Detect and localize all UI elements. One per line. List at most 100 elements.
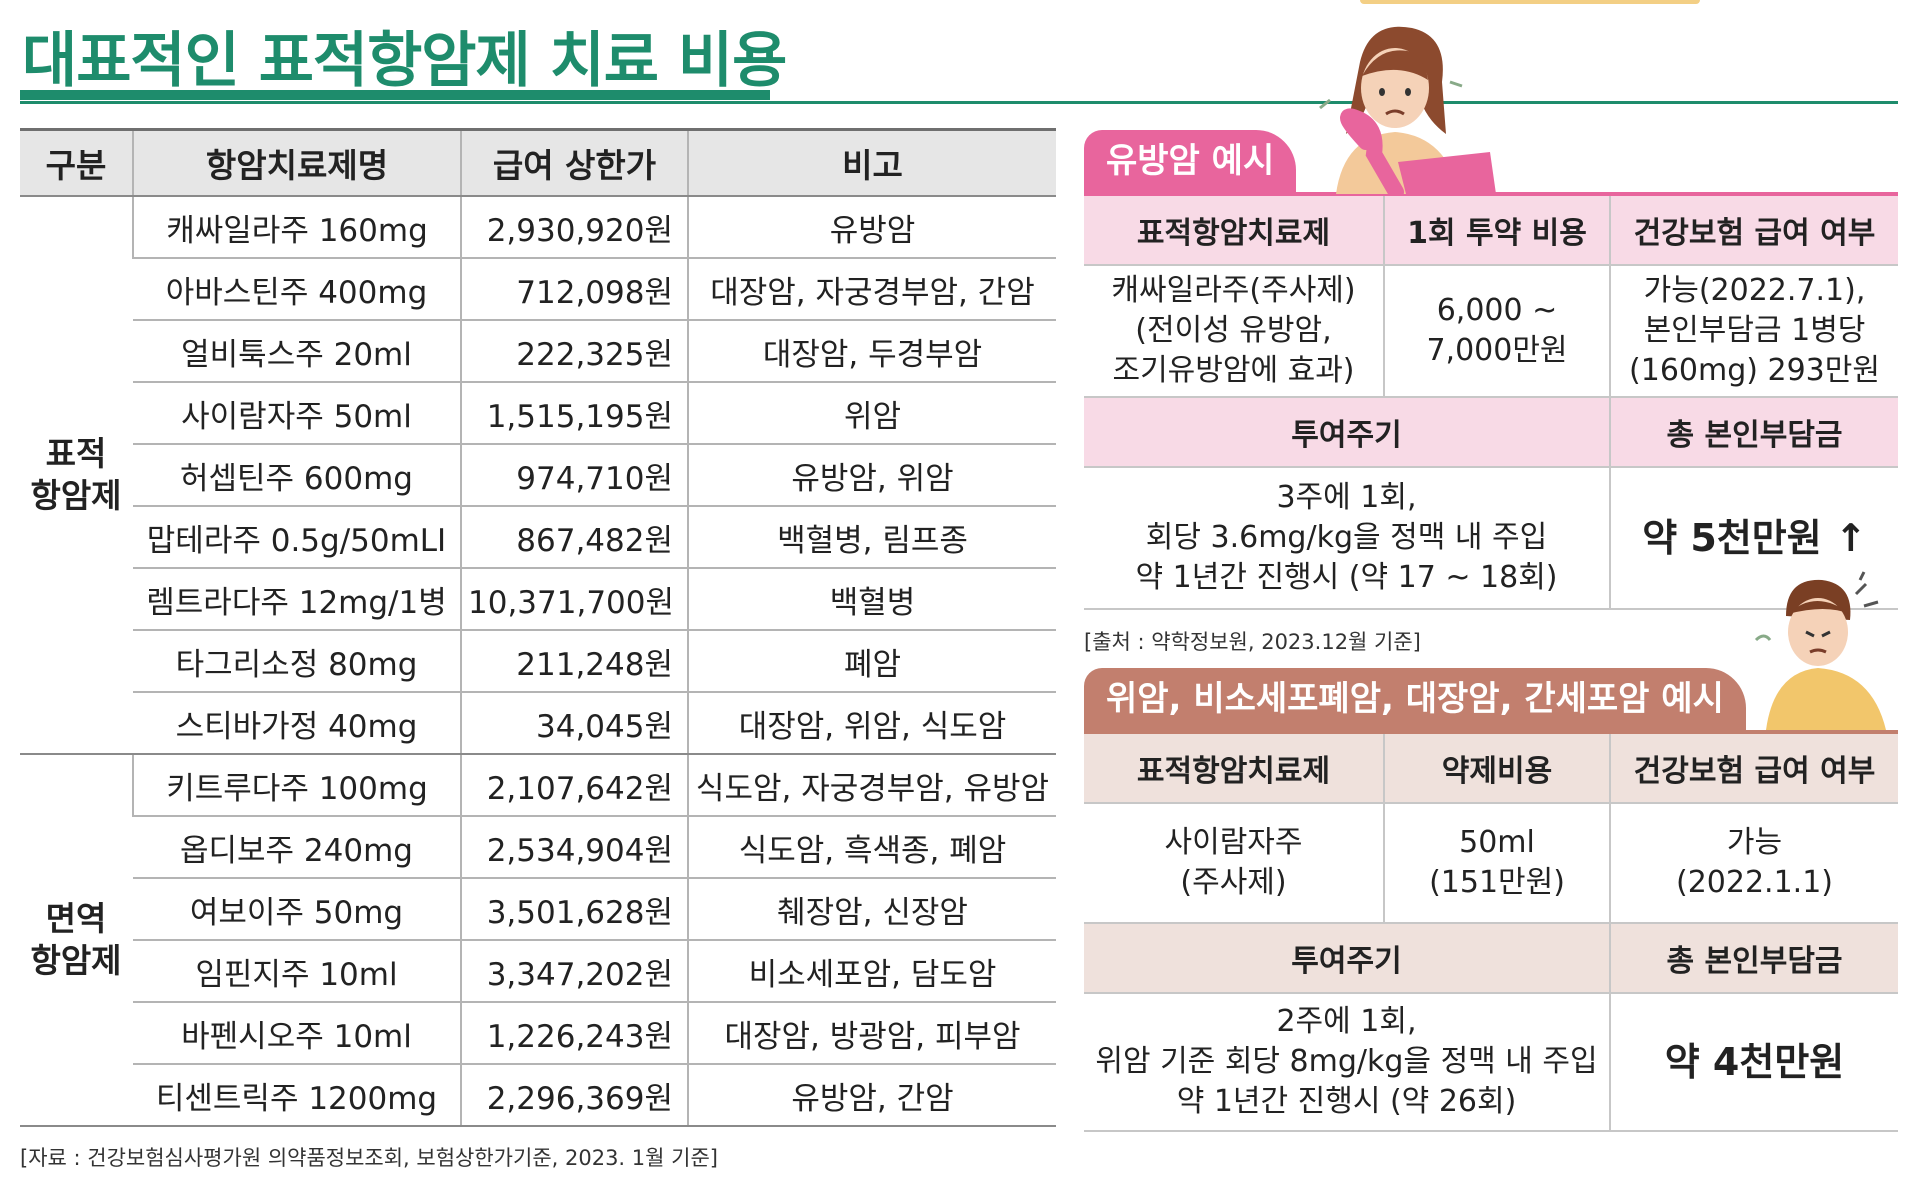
note: 백혈병 [687,568,1056,631]
header-dose-cost: 1회 투약 비용 [1383,194,1610,265]
note: 유방암 [687,196,1056,259]
price-cap: 1,226,243원 [460,1002,688,1065]
table-row: 렘트라다주 12mg/1병 10,371,700원 백혈병 [20,568,1056,631]
drug-name: 임핀지주 10ml [133,940,461,1003]
table-row: 타그리소정 80mg 211,248원 폐암 [20,630,1056,693]
drug-name: 허셉틴주 600mg [133,444,461,507]
header-coverage: 건강보험 급여 여부 [1609,194,1898,265]
header-drug-name: 항암치료제명 [132,128,461,197]
price-cap: 2,107,642원 [460,754,688,817]
price-cap: 974,710원 [460,444,688,507]
table-row: 표적 항암제 캐싸일라주 160mg 2,930,920원 유방암 [20,196,1056,755]
header-category: 구분 [20,128,133,197]
source-footnote: [자료 : 건강보험심사평가원 의약품정보조회, 보험상한가기준, 2023. … [20,1146,718,1170]
drug-name: 사이람자주 50ml [133,382,461,445]
note: 비소세포암, 담도암 [687,940,1056,1003]
gastric-cancer-tag: 위암, 비소세포폐암, 대장암, 간세포암 예시 [1084,668,1746,730]
note: 위암 [687,382,1056,445]
header-total: 총 본인부담금 [1609,923,1898,993]
price-cap: 2,534,904원 [460,816,688,879]
man-in-pain-illustration [1754,571,1886,730]
breast-cancer-tag: 유방암 예시 [1084,130,1297,192]
price-cap: 211,248원 [460,630,688,693]
header-cycle: 투여주기 [1084,923,1610,993]
drug-cell: 캐싸일라주(주사제) (전이성 유방암, 조기유방암에 효과) [1111,273,1356,388]
cycle-cell: 2주에 1회, 위암 기준 회당 8mg/kg을 정맥 내 주입 약 1년간 진… [1095,1004,1598,1119]
source-footnote-right: [출처 : 약학정보원, 2023.12월 기준] [1084,630,1421,654]
drug-name: 바펜시오주 10ml [133,1002,461,1065]
drug-name: 여보이주 50mg [133,878,461,941]
drug-name: 렘트라다주 12mg/1병 [133,568,461,631]
drug-price-table: 구분 항암치료제명 급여 상한가 비고 표적 항암제 캐싸일라주 160mg 2… [20,128,1056,1127]
breast-cancer-table: 표적항암치료제 1회 투약 비용 건강보험 급여 여부 캐싸일라주(주사제) (… [1084,192,1898,610]
note: 유방암, 위암 [687,444,1056,507]
price-cap: 3,501,628원 [460,878,688,941]
group-targeted: 표적 항암제 [20,196,133,755]
note: 대장암, 위암, 식도암 [687,692,1056,755]
header-coverage: 건강보험 급여 여부 [1609,732,1898,803]
coverage-cell: 가능(2022.7.1), 본인부담금 1병당 (160mg) 293만원 [1609,265,1898,397]
table-row: 얼비툭스주 20ml 222,325원 대장암, 두경부암 [20,320,1056,383]
drug-name: 캐싸일라주 160mg [132,196,461,259]
header-total: 총 본인부담금 [1609,397,1898,467]
table-row: 아바스틴주 400mg 712,098원 대장암, 자궁경부암, 간암 [20,258,1056,321]
header-drug: 표적항암치료제 [1084,194,1384,265]
header-cycle: 투여주기 [1084,397,1610,467]
note: 대장암, 방광암, 피부암 [687,1002,1056,1065]
header-note: 비고 [687,128,1056,197]
cost-cell: 6,000 ~ 7,000만원 [1383,265,1610,397]
cost-cell: 50ml (151만원) [1383,803,1610,923]
drug-name: 얼비툭스주 20ml [133,320,461,383]
title-divider-line [20,101,1898,104]
note: 대장암, 두경부암 [687,320,1056,383]
gastric-cancer-table: 표적항암치료제 약제비용 건강보험 급여 여부 사이람자주 (주사제) 50ml… [1084,730,1898,1132]
drug-name: 옵디보주 240mg [133,816,461,879]
table-row: 허셉틴주 600mg 974,710원 유방암, 위암 [20,444,1056,507]
note: 폐암 [687,630,1056,693]
table-row: 임핀지주 10ml 3,347,202원 비소세포암, 담도암 [20,940,1056,1003]
note: 식도암, 흑색종, 폐암 [687,816,1056,879]
drug-name: 티센트릭주 1200mg [133,1064,461,1127]
total-cost: 약 4천만원 [1609,993,1898,1131]
woman-pink-ribbon-illustration [1319,26,1496,194]
table-row: 옵디보주 240mg 2,534,904원 식도암, 흑색종, 폐암 [20,816,1056,879]
note: 췌장암, 신장암 [687,878,1056,941]
header-price-cap: 급여 상한가 [460,128,688,197]
price-cap: 10,371,700원 [460,568,688,631]
table-row: 스티바가정 40mg 34,045원 대장암, 위암, 식도암 [20,692,1056,755]
table-row: 맙테라주 0.5g/50mLI 867,482원 백혈병, 림프종 [20,506,1056,569]
price-cap: 867,482원 [460,506,688,569]
price-cap: 1,515,195원 [460,382,688,445]
note: 백혈병, 림프종 [687,506,1056,569]
table-row: 바펜시오주 10ml 1,226,243원 대장암, 방광암, 피부암 [20,1002,1056,1065]
group-immuno: 면역 항암제 [20,754,133,1127]
table-row: 면역 항암제 키트루다주 100mg 2,107,642원 식도암, 자궁경부암… [20,754,1056,1127]
cycle-cell: 3주에 1회, 회당 3.6mg/kg을 정맥 내 주입 약 1년간 진행시 (… [1135,480,1558,595]
header-drug: 표적항암치료제 [1084,732,1384,803]
table-header-row: 구분 항암치료제명 급여 상한가 비고 [20,128,1056,197]
table-row: 여보이주 50mg 3,501,628원 췌장암, 신장암 [20,878,1056,941]
table-row: 사이람자주 50ml 1,515,195원 위암 [20,382,1056,445]
note: 대장암, 자궁경부암, 간암 [687,258,1056,321]
total-cost: 약 5천만원 ↑ [1609,467,1898,609]
drug-cell: 사이람자주 (주사제) [1164,825,1303,900]
page-title: 대표적인 표적항암제 치료 비용 [22,26,787,96]
drug-name: 아바스틴주 400mg [133,258,461,321]
price-cap: 222,325원 [460,320,688,383]
note: 식도암, 자궁경부암, 유방암 [687,754,1056,817]
header-drug-cost: 약제비용 [1383,732,1610,803]
price-cap: 2,296,369원 [460,1064,688,1127]
drug-name: 맙테라주 0.5g/50mLI [133,506,461,569]
drug-name: 스티바가정 40mg [133,692,461,755]
price-cap: 34,045원 [460,692,688,755]
table-row: 티센트릭주 1200mg 2,296,369원 유방암, 간암 [20,1064,1056,1127]
price-cap: 2,930,920원 [460,196,688,259]
coverage-cell: 가능 (2022.1.1) [1609,803,1898,923]
top-decoration [1360,0,1700,4]
price-cap: 712,098원 [460,258,688,321]
note: 유방암, 간암 [687,1064,1056,1127]
drug-name: 키트루다주 100mg [132,754,461,817]
title-underline-bar [20,90,770,100]
drug-name: 타그리소정 80mg [133,630,461,693]
price-cap: 3,347,202원 [460,940,688,1003]
